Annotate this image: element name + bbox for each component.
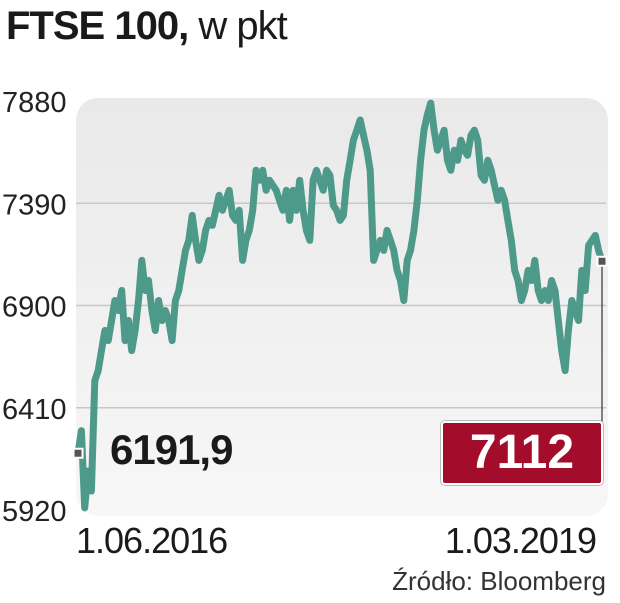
chart-title: FTSE 100, w pkt	[6, 4, 288, 48]
y-tick-label: 6900	[2, 292, 67, 324]
end-value-badge: 7112	[441, 421, 603, 485]
end-marker	[596, 255, 608, 267]
start-marker	[72, 447, 84, 459]
x-label-end: 1.03.2019	[444, 520, 597, 561]
start-value-label: 6191,9	[110, 426, 233, 473]
y-tick-label: 7390	[2, 189, 67, 221]
y-tick-label: 5920	[2, 496, 67, 528]
source-note: Źródło: Bloomberg	[392, 566, 606, 596]
y-tick-label: 7880	[2, 87, 67, 119]
series-line-ftse100	[74, 99, 606, 512]
y-tick-label: 6410	[2, 394, 67, 426]
x-label-start: 1.06.2016	[76, 520, 228, 561]
